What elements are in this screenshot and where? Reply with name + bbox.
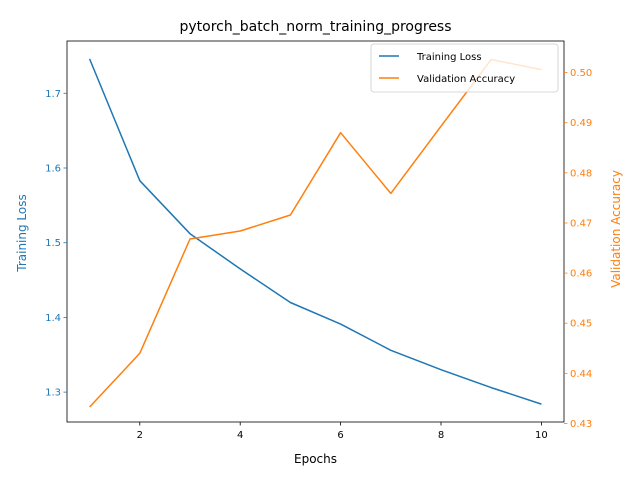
left-y-tick-label-2: 1.5 [45, 238, 61, 249]
x-tick-label-0: 2 [137, 430, 143, 441]
legend-box [370, 43, 559, 93]
right-y-tick-label-4: 0.47 [570, 218, 592, 229]
x-axis-label: Epochs [294, 452, 337, 466]
right-y-tick-label-5: 0.48 [570, 168, 592, 179]
right-y-tick-label-7: 0.50 [570, 68, 592, 79]
chart-title: pytorch_batch_norm_training_progress [179, 19, 451, 35]
left-y-tick-label-4: 1.7 [45, 89, 61, 100]
legend-label-0: Training Loss [416, 52, 482, 63]
left-y-tick-label-0: 1.3 [45, 388, 61, 399]
x-tick-label-3: 8 [438, 430, 444, 441]
right-y-tick-label-2: 0.45 [570, 319, 592, 330]
legend: Training Loss Validation Accuracy [370, 43, 559, 93]
left-y-tick-label-1: 1.4 [45, 313, 61, 324]
plot-frame [66, 40, 565, 423]
series-line-1 [89, 58, 542, 408]
right-y-axis-label: Validation Accuracy [609, 170, 623, 288]
x-tick-label-2: 6 [337, 430, 343, 441]
right-y-tick-label-0: 0.43 [570, 419, 592, 430]
series-line-0 [88, 58, 542, 405]
left-y-tick-label-3: 1.6 [45, 164, 61, 175]
series-layer [88, 58, 542, 408]
right-y-tick-label-1: 0.44 [570, 369, 592, 380]
x-tick-label-1: 4 [237, 430, 243, 441]
right-y-tick-label-6: 0.49 [570, 118, 592, 129]
x-tick-label-4: 10 [535, 430, 548, 441]
legend-label-1: Validation Accuracy [417, 74, 515, 85]
left-y-axis-label: Training Loss [15, 194, 29, 272]
axes-layer: 2 4 6 8 10 1.3 1.4 1.5 1.6 1.7 0.43 0.44 0.45 0.46 0.4… [45, 40, 592, 441]
right-y-tick-label-3: 0.46 [570, 269, 592, 280]
